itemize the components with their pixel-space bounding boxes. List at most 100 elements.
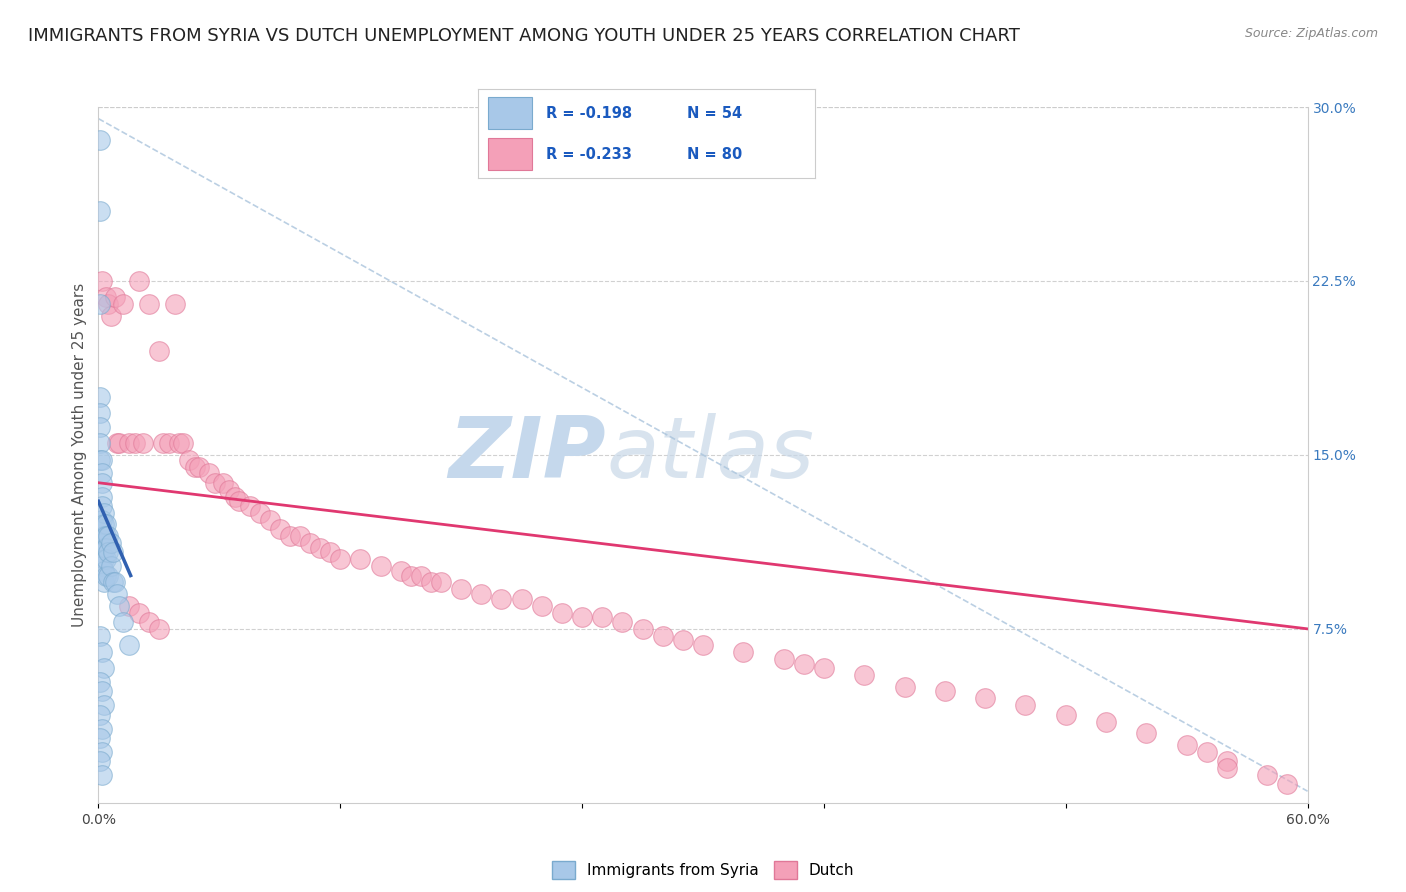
Point	[212, 475, 235, 490]
Point	[152, 436, 174, 450]
Point	[89, 675, 111, 690]
Point	[249, 506, 271, 520]
Y-axis label: Unemployment Among Youth under 25 years: Unemployment Among Youth under 25 years	[72, 283, 87, 627]
Point	[530, 599, 553, 613]
Text: Source: ZipAtlas.com: Source: ZipAtlas.com	[1244, 27, 1378, 40]
Point	[491, 591, 513, 606]
Point	[89, 390, 111, 404]
Point	[96, 552, 118, 566]
Point	[91, 559, 114, 574]
Point	[733, 645, 755, 659]
Point	[89, 297, 111, 311]
Point	[128, 274, 150, 288]
Bar	[488, 138, 531, 170]
Point	[1277, 777, 1299, 791]
Point	[1135, 726, 1157, 740]
Point	[179, 452, 201, 467]
Point	[224, 490, 246, 504]
Point	[288, 529, 311, 543]
Point	[93, 698, 115, 713]
Point	[111, 297, 134, 311]
Text: N = 54: N = 54	[688, 106, 742, 120]
Point	[96, 541, 118, 555]
Point	[631, 622, 654, 636]
Point	[93, 541, 115, 555]
Text: N = 80: N = 80	[688, 147, 742, 161]
Point	[91, 522, 114, 536]
Point	[299, 536, 322, 550]
Point	[97, 297, 120, 311]
Point	[101, 575, 124, 590]
Point	[278, 529, 301, 543]
Text: R = -0.233: R = -0.233	[546, 147, 631, 161]
Point	[91, 722, 114, 736]
Point	[89, 204, 111, 219]
Point	[91, 475, 114, 490]
Point	[93, 529, 115, 543]
Point	[89, 731, 111, 745]
Point	[91, 536, 114, 550]
Point	[91, 452, 114, 467]
Point	[105, 436, 128, 450]
Point	[103, 575, 125, 590]
Point	[1095, 714, 1118, 729]
Point	[1014, 698, 1036, 713]
Point	[91, 745, 114, 759]
Point	[239, 499, 262, 513]
Point	[591, 610, 613, 624]
Point	[228, 494, 250, 508]
Point	[89, 420, 111, 434]
Point	[97, 529, 120, 543]
Point	[91, 274, 114, 288]
Point	[100, 559, 122, 574]
Point	[96, 517, 118, 532]
Point	[111, 615, 134, 629]
Point	[853, 668, 876, 682]
Point	[329, 552, 352, 566]
Point	[118, 436, 141, 450]
Point	[1175, 738, 1198, 752]
Point	[172, 436, 194, 450]
Point	[128, 606, 150, 620]
Point	[430, 575, 453, 590]
Legend: Immigrants from Syria, Dutch: Immigrants from Syria, Dutch	[546, 855, 860, 886]
Point	[107, 599, 129, 613]
Text: ZIP: ZIP	[449, 413, 606, 497]
Point	[184, 459, 207, 474]
Point	[309, 541, 332, 555]
Point	[672, 633, 695, 648]
Point	[893, 680, 915, 694]
Point	[101, 545, 124, 559]
Point	[934, 684, 956, 698]
Point	[93, 517, 115, 532]
Point	[470, 587, 492, 601]
Point	[1216, 754, 1239, 768]
Point	[188, 459, 211, 474]
Point	[163, 297, 186, 311]
Point	[96, 290, 118, 304]
Point	[399, 568, 422, 582]
Point	[93, 575, 115, 590]
Point	[103, 290, 125, 304]
Point	[100, 309, 122, 323]
Point	[89, 406, 111, 420]
Point	[1195, 745, 1218, 759]
Point	[793, 657, 815, 671]
Point	[409, 568, 432, 582]
Text: IMMIGRANTS FROM SYRIA VS DUTCH UNEMPLOYMENT AMONG YOUTH UNDER 25 YEARS CORRELATI: IMMIGRANTS FROM SYRIA VS DUTCH UNEMPLOYM…	[28, 27, 1019, 45]
Point	[319, 545, 342, 559]
Point	[89, 452, 111, 467]
Point	[100, 536, 122, 550]
Point	[93, 661, 115, 675]
Text: R = -0.198: R = -0.198	[546, 106, 631, 120]
Point	[204, 475, 226, 490]
Point	[813, 661, 835, 675]
Point	[138, 615, 160, 629]
Point	[118, 638, 141, 652]
Point	[97, 568, 120, 582]
Point	[612, 615, 634, 629]
Point	[571, 610, 593, 624]
Point	[91, 513, 114, 527]
Point	[93, 552, 115, 566]
Point	[91, 545, 114, 559]
